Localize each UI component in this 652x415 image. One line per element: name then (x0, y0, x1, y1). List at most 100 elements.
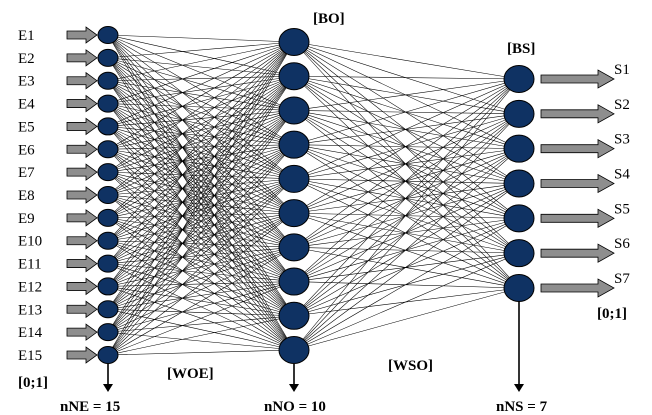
arrows (66, 26, 615, 392)
connection-hidden-output (293, 78, 520, 351)
connection-hidden-output (293, 41, 520, 149)
input-arrow (66, 163, 98, 181)
input-arrow (66, 231, 98, 250)
input-node (97, 231, 119, 250)
connection-input-hidden (107, 144, 295, 333)
input-node (97, 94, 119, 113)
connection-hidden-output (293, 113, 520, 145)
connection-hidden-output (293, 75, 520, 149)
input-arrow (66, 186, 98, 204)
connection-input-hidden (107, 41, 295, 241)
connection-hidden-output (293, 41, 520, 80)
connection-hidden-output (293, 75, 520, 219)
input-label: E9 (18, 211, 35, 227)
input-label: E3 (18, 74, 35, 90)
connection-hidden-output (293, 247, 520, 254)
connection-hidden-output (293, 144, 520, 219)
connection-hidden-output (293, 212, 520, 254)
connection-input-hidden (107, 41, 295, 173)
input-label: E2 (18, 51, 35, 67)
input-arrow (66, 300, 98, 319)
output-range-label: [0;1] (597, 306, 627, 322)
connection-hidden-output (293, 78, 520, 145)
input-label: E10 (18, 234, 42, 250)
connection-hidden-output (293, 178, 520, 289)
input-label: E13 (18, 302, 42, 318)
hidden-node (278, 96, 310, 125)
connection-hidden-output (293, 178, 520, 184)
output-label: S2 (614, 97, 630, 113)
input-label: E15 (18, 348, 42, 364)
input-arrow (66, 94, 98, 113)
connection-input-hidden (107, 41, 295, 333)
input-label: E14 (18, 325, 43, 341)
connection-hidden-output (293, 78, 520, 282)
input-label: E6 (18, 142, 35, 158)
down-arrow-head (289, 384, 299, 392)
connection-input-hidden (107, 212, 295, 310)
connection-input-hidden (107, 110, 295, 310)
output-label: S1 (614, 62, 630, 78)
output-arrow (540, 173, 615, 194)
input-arrow (66, 117, 98, 136)
connection-input-hidden (107, 281, 295, 310)
down-arrow-head (514, 384, 524, 392)
hidden-node (278, 62, 310, 91)
connection-hidden-output (293, 75, 520, 184)
connection-input-hidden (107, 75, 295, 127)
connection-hidden-output (293, 110, 520, 254)
connection-hidden-output (293, 144, 520, 149)
connection-input-hidden (107, 75, 295, 173)
connection-input-hidden (107, 281, 295, 333)
connection-input-hidden (107, 41, 295, 219)
connection-hidden-output (293, 287, 520, 317)
connection-hidden-output (293, 287, 520, 351)
input-arrow (66, 277, 98, 296)
connection-input-hidden (107, 41, 295, 196)
output-node (503, 134, 535, 163)
output-arrow (540, 208, 615, 229)
connection-hidden-output (293, 41, 520, 219)
weights-input-hidden-label: [WOE] (167, 366, 214, 382)
hidden-node (278, 233, 310, 262)
hidden-node (278, 164, 310, 193)
connection-hidden-output (293, 78, 520, 180)
connection-hidden-output (293, 144, 520, 289)
connection-input-hidden (107, 41, 295, 104)
connection-input-hidden (107, 110, 295, 356)
connection-input-hidden (107, 178, 295, 333)
output-arrow (540, 243, 615, 263)
input-arrow (66, 254, 98, 273)
connection-input-hidden (107, 76, 295, 219)
connection-hidden-output (293, 110, 520, 289)
connection-hidden-output (293, 252, 520, 282)
connection-hidden-output (293, 247, 520, 289)
input-label: E4 (18, 97, 35, 113)
input-arrow (66, 323, 98, 341)
input-node (97, 346, 119, 364)
input-node (97, 48, 119, 67)
input-node (97, 117, 119, 136)
output-arrow (540, 104, 615, 124)
input-node (97, 300, 119, 319)
connection-input-hidden (107, 75, 295, 196)
connection-input-hidden (107, 110, 295, 333)
connection-hidden-output (293, 78, 520, 111)
connection-hidden-output (293, 76, 520, 254)
connection-hidden-output (293, 212, 520, 219)
connection-hidden-output (293, 144, 520, 184)
bias-output-label: [BS] (507, 41, 535, 57)
connection-hidden-output (293, 218, 520, 351)
connection-hidden-output (293, 144, 520, 254)
connection-input-hidden (107, 178, 295, 310)
connection-input-hidden (107, 178, 295, 356)
connection-input-hidden (107, 75, 295, 104)
connection-hidden-output (293, 78, 520, 248)
output-node (503, 204, 535, 233)
connection-input-hidden (107, 76, 295, 310)
connection-hidden-output (293, 183, 520, 214)
output-arrow (540, 138, 615, 159)
output-label: S3 (614, 132, 630, 148)
connection-input-hidden (107, 212, 295, 333)
connection-input-hidden (107, 34, 295, 43)
